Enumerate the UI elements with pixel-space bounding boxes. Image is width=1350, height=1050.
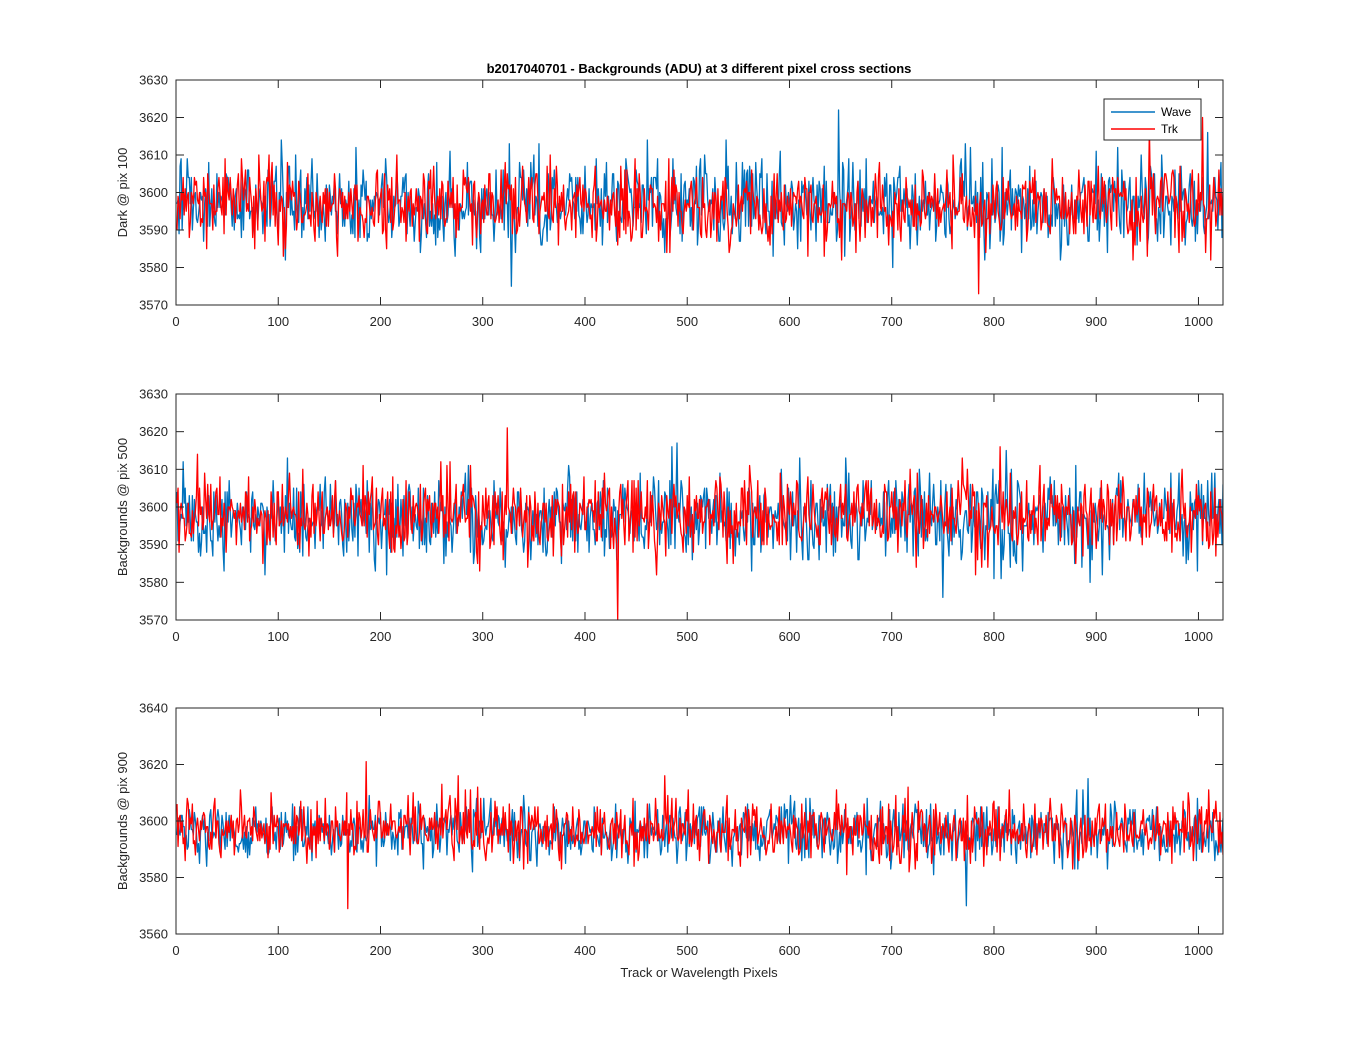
x-tick-label: 800 — [983, 943, 1005, 958]
x-tick-label: 100 — [267, 314, 289, 329]
y-tick-label: 3630 — [139, 387, 168, 402]
y-tick-label: 3620 — [139, 110, 168, 125]
y-tick-label: 3620 — [139, 424, 168, 439]
legend-box — [1103, 98, 1202, 141]
x-tick-label: 600 — [779, 314, 801, 329]
subplot-1: 0 100 200 300 400 500 600 700 800 900 1000 3570 3580… — [115, 73, 1224, 329]
x-tick-label: 0 — [172, 943, 179, 958]
x-tick-label: 900 — [1085, 943, 1107, 958]
series-line-trk — [176, 116, 1223, 295]
x-tick-label: 300 — [472, 943, 494, 958]
x-tick-label: 200 — [370, 314, 392, 329]
x-tick-label: 900 — [1085, 314, 1107, 329]
x-tick-label: 1000 — [1184, 943, 1213, 958]
x-tick-label: 400 — [574, 629, 596, 644]
x-axis-label: Track or Wavelength Pixels — [620, 965, 778, 980]
series-lines — [176, 427, 1223, 620]
subplot-3: 0 100 200 300 400 500 600 700 800 900 1000 3560 3580… — [115, 701, 1224, 958]
legend-label-trk: Trk — [1161, 122, 1179, 136]
y-tick-label: 3600 — [139, 500, 168, 515]
subplot-2: 0 100 200 300 400 500 600 700 800 900 1000 3570 3580… — [115, 387, 1224, 644]
x-tick-label: 500 — [676, 629, 698, 644]
x-tick-label: 600 — [779, 943, 801, 958]
x-tick-label: 1000 — [1184, 314, 1213, 329]
legend-label-wave: Wave — [1161, 105, 1192, 119]
y-axis-label: Backgrounds @ pix 900 — [115, 752, 130, 890]
y-tick-label: 3600 — [139, 185, 168, 200]
y-tick-label: 3580 — [139, 260, 168, 275]
y-tick-label: 3570 — [139, 298, 168, 313]
x-tick-label: 300 — [472, 314, 494, 329]
y-tick-label: 3580 — [139, 870, 168, 885]
y-tick-label: 3620 — [139, 757, 168, 772]
series-lines — [176, 109, 1223, 295]
y-axis-label: Backgrounds @ pix 500 — [115, 438, 130, 576]
x-tick-label: 200 — [370, 629, 392, 644]
subplots: 0 100 200 300 400 500 600 700 800 900 100035703580… — [115, 73, 1224, 958]
y-axis-label: Dark @ pix 100 — [115, 148, 130, 238]
x-tick-label: 400 — [574, 943, 596, 958]
y-tick-label: 3600 — [139, 814, 168, 829]
y-tick-label: 3580 — [139, 575, 168, 590]
x-tick-label: 300 — [472, 629, 494, 644]
x-tick-label: 200 — [370, 943, 392, 958]
figure-title: b2017040701 - Backgrounds (ADU) at 3 dif… — [487, 61, 912, 76]
y-tick-label: 3560 — [139, 927, 168, 942]
y-tick-label: 3570 — [139, 613, 168, 628]
legend: Wave Trk — [1103, 98, 1202, 141]
y-tick-label: 3610 — [139, 148, 168, 163]
x-tick-label: 700 — [881, 629, 903, 644]
y-tick-label: 3590 — [139, 537, 168, 552]
series-line-trk — [176, 761, 1223, 910]
x-tick-label: 800 — [983, 314, 1005, 329]
y-tick-label: 3640 — [139, 701, 168, 716]
x-tick-label: 900 — [1085, 629, 1107, 644]
y-tick-label: 3610 — [139, 462, 168, 477]
x-tick-label: 700 — [881, 943, 903, 958]
x-tick-label: 700 — [881, 314, 903, 329]
x-tick-label: 100 — [267, 943, 289, 958]
y-tick-label: 3590 — [139, 223, 168, 238]
x-tick-label: 500 — [676, 314, 698, 329]
x-tick-label: 0 — [172, 629, 179, 644]
y-tick-label: 3630 — [139, 73, 168, 88]
x-tick-label: 100 — [267, 629, 289, 644]
x-tick-label: 0 — [172, 314, 179, 329]
x-tick-label: 800 — [983, 629, 1005, 644]
x-tick-label: 400 — [574, 314, 596, 329]
x-tick-label: 600 — [779, 629, 801, 644]
x-tick-label: 500 — [676, 943, 698, 958]
series-lines — [176, 761, 1223, 910]
x-tick-label: 1000 — [1184, 629, 1213, 644]
series-line-trk — [176, 427, 1223, 620]
